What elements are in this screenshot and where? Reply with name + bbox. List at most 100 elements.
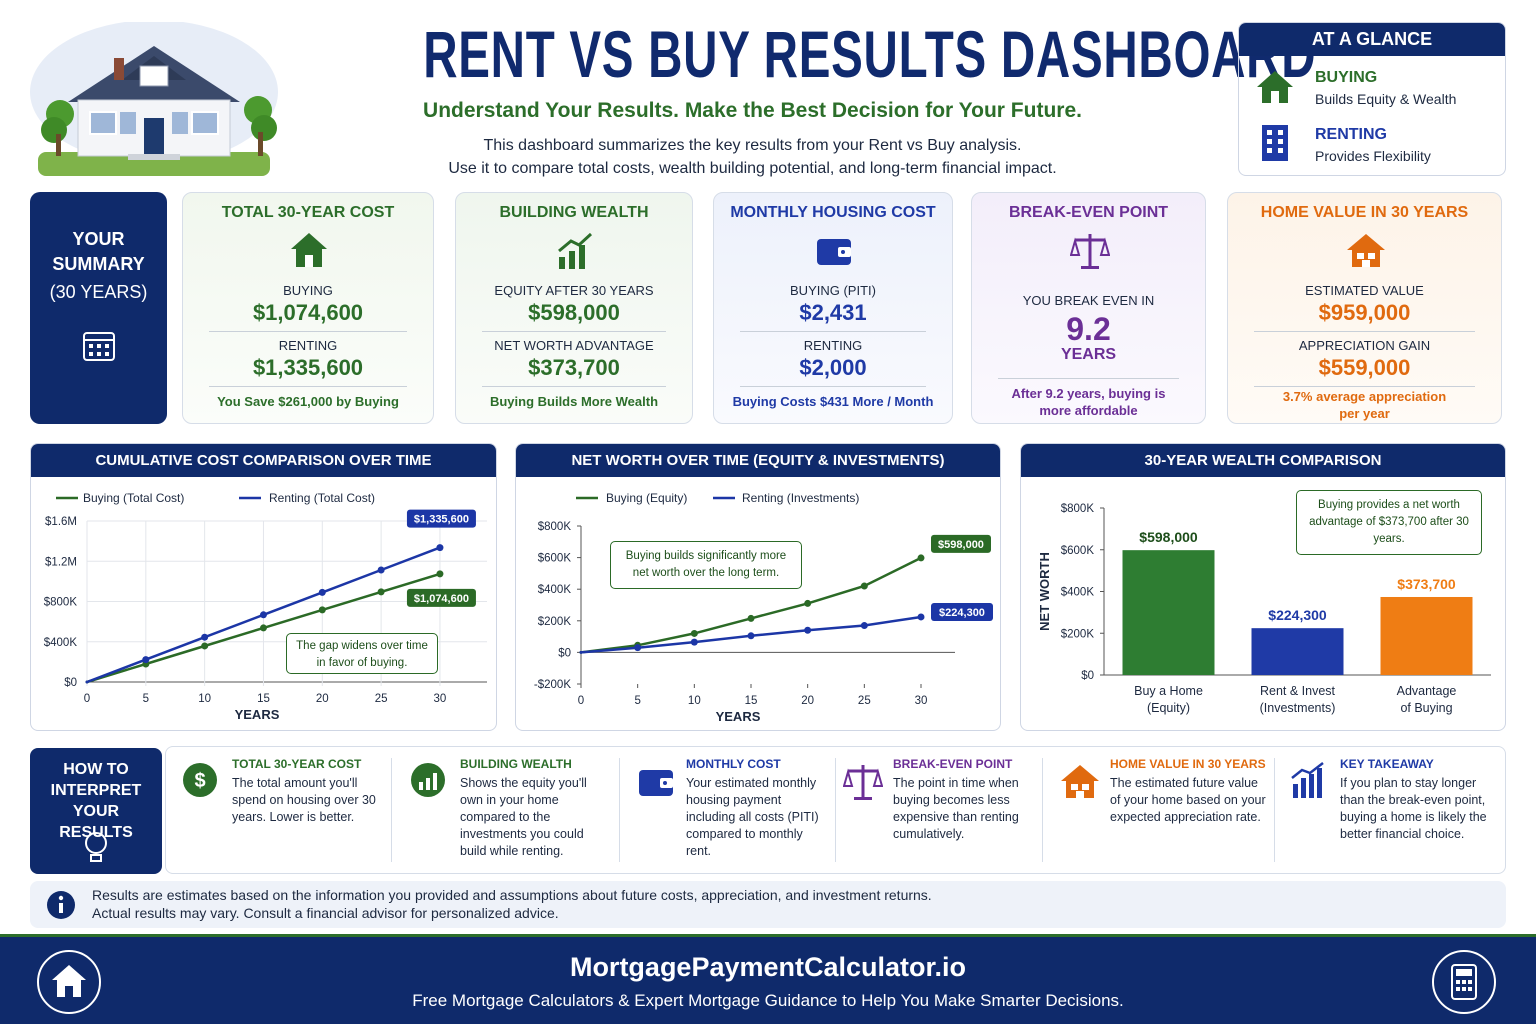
y-tick-label: $800K	[44, 597, 78, 609]
chart-annotation: Buying builds significantly more net wor…	[610, 541, 802, 589]
value-callout	[406, 588, 476, 607]
data-point	[142, 656, 150, 664]
icon-shape	[1291, 762, 1324, 779]
value-callout	[931, 602, 993, 621]
y-tick-label: $400K	[44, 637, 78, 649]
card-label: BUYING (PITI)	[790, 283, 876, 298]
y-tick-label: $0	[1081, 670, 1094, 682]
x-tick-label: 10	[198, 693, 211, 705]
icon-shape	[120, 112, 136, 134]
icon-shape	[1468, 980, 1472, 984]
data-point	[85, 680, 89, 684]
icon-shape	[1293, 784, 1298, 798]
chart-panel: 30-YEAR WEALTH COMPARISON $0 $200K $400K $60…	[1020, 443, 1506, 731]
card-value: $598,000	[528, 300, 620, 325]
icon-shape	[841, 250, 845, 254]
x-axis-label: YEARS	[716, 709, 761, 724]
chart: $0 $200K $400K $600K $800K NET WORTH $598,000 B…	[1037, 503, 1491, 715]
x-tick-label: 0	[578, 695, 584, 707]
card-value: $559,000	[1318, 355, 1411, 380]
summary-label: YOUR	[72, 229, 125, 249]
guide-separator	[1274, 758, 1275, 862]
icon-shape	[1356, 253, 1364, 259]
home-button[interactable]	[36, 949, 102, 1015]
icon-shape	[1262, 125, 1288, 161]
icon-shape	[1069, 237, 1110, 256]
icon-shape	[1432, 950, 1496, 1014]
icon-shape	[1301, 778, 1306, 798]
disclaimer-line: Results are estimates based on the infor…	[92, 887, 932, 903]
x-tick-label: 15	[257, 693, 270, 705]
icon-shape	[38, 152, 270, 176]
y-tick-label: $0	[64, 677, 77, 689]
card-icon	[291, 233, 327, 267]
guide-icon	[639, 770, 673, 796]
guide-item-title: BUILDING WEALTH	[460, 757, 572, 771]
icon-shape	[1462, 980, 1466, 984]
x-tick-label: 10	[688, 695, 701, 707]
icon-shape	[105, 352, 109, 356]
icon-shape	[639, 770, 673, 796]
y-tick-label: $200K	[538, 616, 572, 628]
value-callout	[931, 534, 991, 553]
data-point	[201, 633, 209, 641]
bar	[1122, 550, 1215, 675]
icon-shape	[1367, 253, 1375, 259]
calculator-button[interactable]	[1431, 949, 1497, 1015]
description-line: This dashboard summarizes the key result…	[483, 137, 1022, 154]
data-point	[690, 638, 698, 646]
icon-shape	[56, 134, 61, 156]
icon-shape	[579, 245, 585, 269]
guide-item: MONTHLY COST Your estimated monthly housi…	[636, 754, 836, 866]
guide-separator	[1042, 758, 1043, 862]
glance-title: AT A GLANCE	[1239, 23, 1505, 56]
guide-item-title: BREAK-EVEN POINT	[893, 757, 1013, 771]
y-axis-label: NET WORTH	[1037, 552, 1052, 631]
icon-shape	[559, 257, 565, 269]
icon-shape	[1361, 260, 1370, 267]
data-point	[201, 642, 209, 650]
icon-shape	[419, 782, 423, 790]
icon-shape: $	[194, 770, 205, 792]
legend-label: Buying (Total Cost)	[83, 491, 184, 505]
x-axis-label: YEARS	[235, 707, 280, 722]
icon-shape	[114, 58, 124, 80]
y-tick-label: -$200K	[534, 679, 571, 691]
guide-icon	[1061, 765, 1099, 798]
card-icon	[1069, 234, 1110, 269]
icon-shape	[1456, 987, 1460, 991]
icon-shape	[843, 768, 883, 787]
legend-label: Buying (Equity)	[606, 491, 687, 505]
guide-item: BREAK-EVEN POINT The point in time when b…	[843, 754, 1043, 866]
x-tick-label: (Investments)	[1260, 701, 1336, 715]
icon-shape	[1257, 71, 1293, 103]
x-tick-label: 30	[434, 693, 447, 705]
icon-shape	[37, 950, 101, 1014]
card-divider	[209, 386, 407, 387]
summary-label: (30 YEARS)	[49, 282, 148, 302]
guide-item-title: HOME VALUE IN 30 YEARS	[1110, 757, 1266, 771]
calendar-icon	[83, 332, 115, 361]
guide-icon: $	[183, 763, 217, 797]
x-tick-label: (Equity)	[1147, 701, 1190, 715]
value-label: $598,000	[1139, 529, 1198, 545]
glance-text: Builds Equity & Wealth	[1315, 91, 1457, 107]
guide-icon	[411, 763, 445, 797]
guide-panel	[165, 746, 1506, 874]
chart-panel: CUMULATIVE COST COMPARISON OVER TIME $0 $4…	[30, 443, 497, 731]
guide-separator	[835, 758, 836, 862]
icon-shape	[251, 115, 277, 141]
x-tick-label: 5	[634, 695, 640, 707]
y-tick-label: $200K	[1061, 628, 1095, 640]
card-label: APPRECIATION GAIN	[1298, 338, 1431, 353]
x-tick-label: of Buying	[1400, 701, 1452, 715]
icon-shape	[1271, 91, 1279, 103]
guide-item-text: The total amount you'll spend on housing…	[232, 776, 376, 824]
footer-site[interactable]: MortgagePaymentCalculator.io	[569, 952, 967, 982]
guide-item: BUILDING WEALTH Shows the equity you'll o…	[410, 754, 620, 866]
legend-label: Renting (Total Cost)	[269, 491, 375, 505]
icon-shape	[1076, 791, 1084, 798]
card-title: TOTAL 30-YEAR COST	[221, 204, 395, 221]
card-value: $959,000	[1318, 300, 1411, 325]
chart-annotation: Buying provides a net worth advantage of…	[1296, 490, 1482, 555]
